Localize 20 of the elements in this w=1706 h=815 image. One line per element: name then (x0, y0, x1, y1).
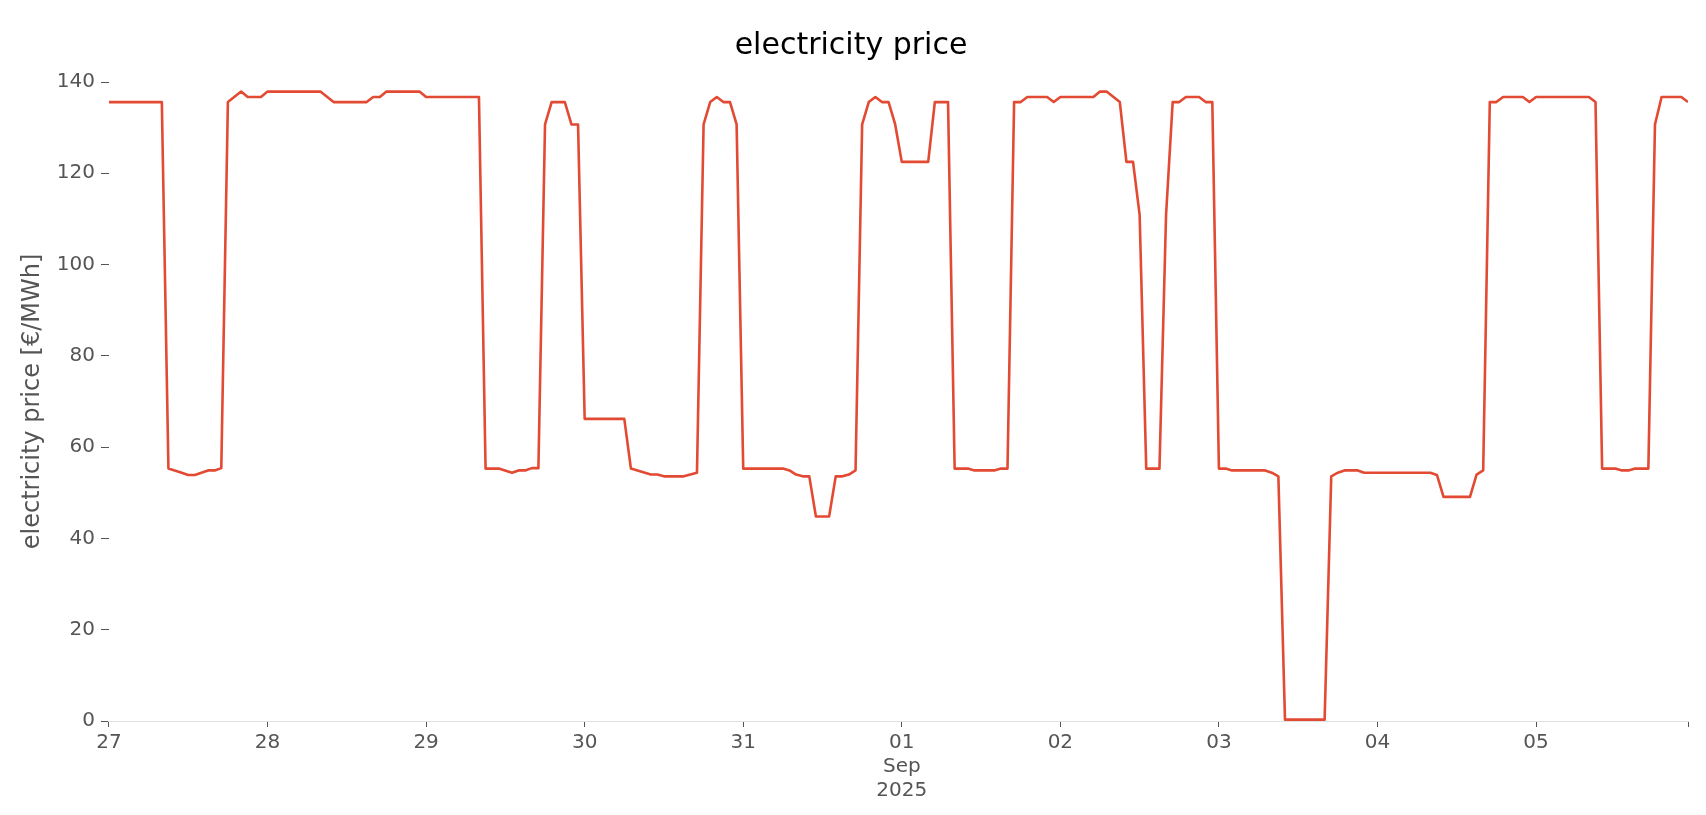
x-tick-label: 31 (730, 729, 756, 754)
x-tick-label: 05 (1523, 729, 1549, 754)
x-tick-label: 29 (413, 729, 439, 754)
y-tick-label: 80 (69, 342, 95, 367)
y-tick-label: 0 (82, 707, 95, 732)
chart-title: electricity price (734, 25, 968, 61)
y-tick-label: 140 (56, 68, 95, 93)
y-tick-label: 20 (69, 615, 95, 640)
x-tick-label: 03 (1206, 729, 1232, 754)
y-tick-label: 100 (56, 250, 95, 275)
x-tick-label: 30 (571, 729, 598, 754)
y-tick-label: 120 (56, 159, 95, 184)
x-tick-label: 01 Sep 2025 (876, 729, 928, 802)
y-axis-title: electricity price [€/MWh] (16, 253, 45, 550)
x-tick-label: 04 (1364, 729, 1391, 754)
x-tick-label: 28 (254, 729, 281, 754)
x-tick-label: 02 (1047, 729, 1074, 754)
y-tick-label: 40 (69, 524, 95, 549)
x-tick-label: 27 (96, 729, 122, 754)
y-tick-label: 60 (69, 433, 95, 458)
